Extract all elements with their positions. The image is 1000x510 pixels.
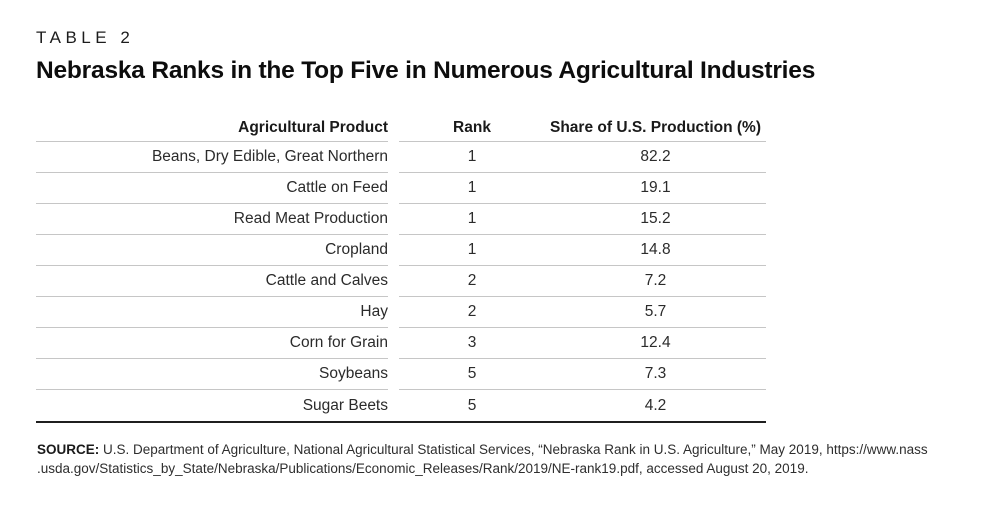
cell-product: Beans, Dry Edible, Great Northern: [36, 142, 388, 173]
cell-rank: 5: [467, 396, 477, 414]
cell-product: Read Meat Production: [36, 204, 388, 235]
table-row: Corn for Grain 3 12.4: [36, 328, 766, 359]
column-gap: [388, 359, 399, 390]
table-label: TABLE 2: [36, 28, 135, 47]
cell-rank: 2: [399, 266, 545, 297]
table-row: Cattle on Feed 1 19.1: [36, 173, 766, 204]
column-gap: [388, 266, 399, 297]
cell-product: Soybeans: [36, 359, 388, 390]
table-row: Hay 2 5.7: [36, 297, 766, 328]
table-row: Cropland 1 14.8: [36, 235, 766, 266]
column-gap: [388, 297, 399, 328]
table-row: Soybeans 5 7.3: [36, 359, 766, 390]
cell-rank: 5: [399, 359, 545, 390]
table-row: Sugar Beets 5 4.2: [36, 390, 766, 421]
table-header-row: Agricultural Product Rank Share of U.S. …: [36, 114, 766, 142]
column-gap: [388, 328, 399, 359]
data-table: Agricultural Product Rank Share of U.S. …: [36, 114, 766, 423]
source-text-line2: .usda.gov/Statistics_by_State/Nebraska/P…: [37, 461, 809, 476]
table-row: Beans, Dry Edible, Great Northern 1 82.2: [36, 142, 766, 173]
cell-rank: 1: [399, 204, 545, 235]
source-text-line1: U.S. Department of Agriculture, National…: [103, 442, 928, 457]
cell-rank: 2: [399, 297, 545, 328]
cell-share: 7.2: [545, 266, 766, 297]
cell-rank: 3: [399, 328, 545, 359]
cell-product: Cattle on Feed: [36, 173, 388, 204]
column-gap: [388, 142, 399, 173]
source-note: SOURCE: U.S. Department of Agriculture, …: [37, 440, 972, 478]
column-gap: [388, 173, 399, 204]
cell-rank: 1: [399, 142, 545, 173]
table-row: Cattle and Calves 2 7.2: [36, 266, 766, 297]
column-header-agricultural-product: Agricultural Product: [36, 114, 388, 142]
cell-share: 4.2: [644, 396, 667, 414]
cell-share: 82.2: [545, 142, 766, 173]
column-header-rank: Rank: [399, 114, 545, 142]
cell-share: 19.1: [545, 173, 766, 204]
cell-rank: 1: [399, 235, 545, 266]
column-gap: [388, 204, 399, 235]
column-header-share: Share of U.S. Production (%): [545, 114, 766, 142]
cell-rank: 1: [399, 173, 545, 204]
cell-product: Hay: [36, 297, 388, 328]
cell-product: Corn for Grain: [36, 328, 388, 359]
cell-product: Cattle and Calves: [36, 266, 388, 297]
table-row: Read Meat Production 1 15.2: [36, 204, 766, 235]
cell-share: 7.3: [545, 359, 766, 390]
column-gap: [388, 235, 399, 266]
cell-share: 15.2: [545, 204, 766, 235]
cell-product: Cropland: [36, 235, 388, 266]
source-label: SOURCE:: [37, 442, 100, 457]
column-gap: [388, 390, 399, 421]
cell-share: 5.7: [545, 297, 766, 328]
cell-share: 14.8: [545, 235, 766, 266]
column-gap: [388, 114, 399, 142]
cell-share: 12.4: [545, 328, 766, 359]
cell-product: Sugar Beets: [302, 396, 388, 414]
table-title: Nebraska Ranks in the Top Five in Numero…: [36, 57, 816, 84]
